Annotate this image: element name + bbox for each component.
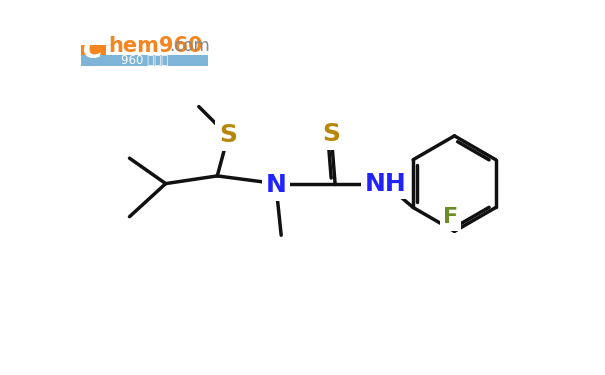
Text: S: S <box>322 122 340 146</box>
Text: 960 化工网: 960 化工网 <box>121 54 168 67</box>
Text: NH: NH <box>364 172 406 196</box>
Text: N: N <box>266 173 286 197</box>
Text: hem960: hem960 <box>109 36 203 56</box>
FancyBboxPatch shape <box>81 36 208 66</box>
Text: .com: .com <box>169 37 211 55</box>
Text: C: C <box>83 36 103 64</box>
FancyBboxPatch shape <box>81 55 208 66</box>
Text: F: F <box>443 207 458 228</box>
Text: S: S <box>219 123 237 147</box>
FancyBboxPatch shape <box>81 36 106 66</box>
